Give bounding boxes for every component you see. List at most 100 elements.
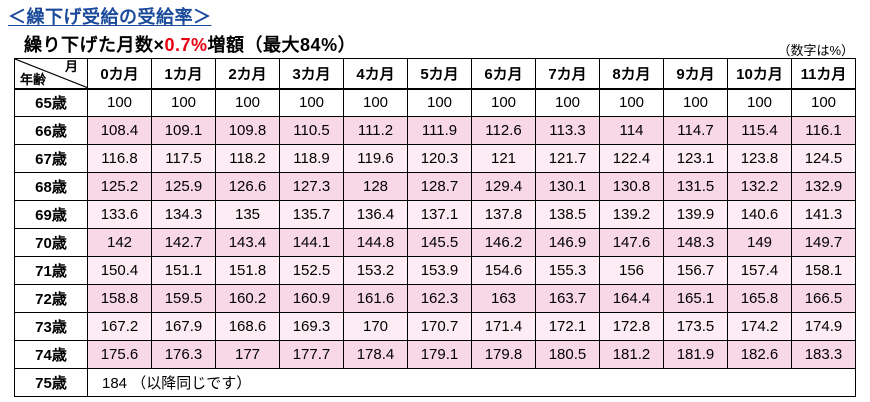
rate-cell: 121 — [471, 144, 536, 173]
age-cell: 72歳 — [14, 284, 88, 313]
rate-cell: 179.1 — [407, 340, 472, 369]
rate-cell: 100 — [471, 88, 536, 117]
rate-cell: 183.3 — [791, 340, 856, 369]
rate-cell: 151.1 — [151, 256, 216, 285]
month-header-cell: 0カ月 — [87, 58, 152, 90]
rate-cell: 100 — [407, 88, 472, 117]
rate-cell: 164.4 — [599, 284, 664, 313]
rate-cell: 159.5 — [151, 284, 216, 313]
rate-cell: 100 — [663, 88, 728, 117]
rate-cell: 130.8 — [599, 172, 664, 201]
age-cell: 66歳 — [14, 116, 88, 145]
rate-cell: 179.8 — [471, 340, 536, 369]
rate-cell: 136.4 — [343, 200, 408, 229]
rate-cell: 147.6 — [599, 228, 664, 257]
table-row: 73歳 167.2 167.9 168.6 169.3 170 170.7 171.4 172.… — [14, 312, 856, 341]
table-row: 69歳 133.6 134.3 135 135.7 136.4 137.1 137.8 138.… — [14, 200, 856, 229]
rate-cell: 118.2 — [215, 144, 280, 173]
rate-cell: 119.6 — [343, 144, 408, 173]
rate-cell: 135.7 — [279, 200, 344, 229]
rate-cell: 149.7 — [791, 228, 856, 257]
table-row: 65歳 100 100 100 100 100 100 100 100 100 100 100 100 — [14, 88, 856, 117]
rate-cell: 100 — [599, 88, 664, 117]
age-cell: 74歳 — [14, 340, 88, 369]
rate-cell: 132.9 — [791, 172, 856, 201]
rate-cell: 163.7 — [535, 284, 600, 313]
rate-cell: 116.8 — [87, 144, 152, 173]
rate-cell: 116.1 — [791, 116, 856, 145]
age-cell: 71歳 — [14, 256, 88, 285]
rate-cell: 109.1 — [151, 116, 216, 145]
month-header-cell: 5カ月 — [407, 58, 472, 90]
rate-cell: 162.3 — [407, 284, 472, 313]
rate-cell: 160.2 — [215, 284, 280, 313]
month-header-cell: 1カ月 — [151, 58, 216, 90]
rate-cell: 142.7 — [151, 228, 216, 257]
corner-month-label: 月 — [64, 59, 78, 74]
rate-cell: 109.8 — [215, 116, 280, 145]
subtitle-highlight: 0.7% — [164, 35, 208, 55]
rate-cell: 146.9 — [535, 228, 600, 257]
rate-cell: 163 — [471, 284, 536, 313]
diagonal-divider — [15, 59, 87, 88]
rate-cell: 111.9 — [407, 116, 472, 145]
age-cell: 73歳 — [14, 312, 88, 341]
unit-note: （数字は%） — [777, 43, 854, 58]
rate-cell: 135 — [215, 200, 280, 229]
month-header-cell: 7カ月 — [535, 58, 600, 90]
month-header-cell: 4カ月 — [343, 58, 408, 90]
rate-cell: 170.7 — [407, 312, 472, 341]
rate-cell: 153.2 — [343, 256, 408, 285]
rate-cell: 133.6 — [87, 200, 152, 229]
month-header-cell: 2カ月 — [215, 58, 280, 90]
rate-cell: 165.1 — [663, 284, 728, 313]
rate-cell: 143.4 — [215, 228, 280, 257]
rate-cell: 149 — [727, 228, 792, 257]
rate-cell: 111.2 — [343, 116, 408, 145]
rate-cell: 125.9 — [151, 172, 216, 201]
rate-table: 月 年齢 0カ月 1カ月 2カ月 3カ月 4カ月 5カ月 6カ月 7カ月 8カ月 9カ月 10カ月 1… — [14, 58, 856, 397]
rate-cell: 158.8 — [87, 284, 152, 313]
header-row: 月 年齢 0カ月 1カ月 2カ月 3カ月 4カ月 5カ月 6カ月 7カ月 8カ月 9カ月 10カ月 1… — [14, 58, 856, 90]
rate-cell: 171.4 — [471, 312, 536, 341]
rate-cell: 117.5 — [151, 144, 216, 173]
rate-cell: 151.8 — [215, 256, 280, 285]
table-row: 71歳 150.4 151.1 151.8 152.5 153.2 153.9 154.6 15… — [14, 256, 856, 285]
rate-cell: 161.6 — [343, 284, 408, 313]
rate-cell: 122.4 — [599, 144, 664, 173]
rate-cell: 110.5 — [279, 116, 344, 145]
rate-cell: 153.9 — [407, 256, 472, 285]
rate-cell: 114.7 — [663, 116, 728, 145]
rate-cell: 174.9 — [791, 312, 856, 341]
rate-cell: 131.5 — [663, 172, 728, 201]
table-body: 65歳 100 100 100 100 100 100 100 100 100 100 100 100 6… — [14, 88, 856, 397]
rate-cell: 181.9 — [663, 340, 728, 369]
rate-cell: 114 — [599, 116, 664, 145]
rate-cell: 100 — [535, 88, 600, 117]
page-title: ＜繰下げ受給の受給率＞ — [8, 7, 212, 27]
rate-cell: 156.7 — [663, 256, 728, 285]
rate-cell: 177.7 — [279, 340, 344, 369]
subtitle-prefix: 繰り下げた月数× — [24, 35, 165, 55]
rate-cell: 100 — [343, 88, 408, 117]
rate-cell: 121.7 — [535, 144, 600, 173]
rate-cell: 100 — [791, 88, 856, 117]
rate-cell: 115.4 — [727, 116, 792, 145]
month-header-cell: 6カ月 — [471, 58, 536, 90]
rate-cell: 157.4 — [727, 256, 792, 285]
corner-cell: 月 年齢 — [14, 58, 88, 90]
table-row: 66歳 108.4 109.1 109.8 110.5 111.2 111.9 112.6 11… — [14, 116, 856, 145]
rate-cell: 138.5 — [535, 200, 600, 229]
final-note-cell: 184 （以降同じです） — [87, 368, 856, 397]
age-cell: 75歳 — [14, 368, 88, 397]
rate-cell: 100 — [87, 88, 152, 117]
rate-cell: 166.5 — [791, 284, 856, 313]
age-cell: 68歳 — [14, 172, 88, 201]
rate-cell: 176.3 — [151, 340, 216, 369]
rate-cell: 123.8 — [727, 144, 792, 173]
table-row: 67歳 116.8 117.5 118.2 118.9 119.6 120.3 121 121.… — [14, 144, 856, 173]
rate-cell: 134.3 — [151, 200, 216, 229]
corner-age-label: 年齢 — [20, 71, 47, 87]
table-row: 72歳 158.8 159.5 160.2 160.9 161.6 162.3 163 163.… — [14, 284, 856, 313]
rate-cell: 125.2 — [87, 172, 152, 201]
